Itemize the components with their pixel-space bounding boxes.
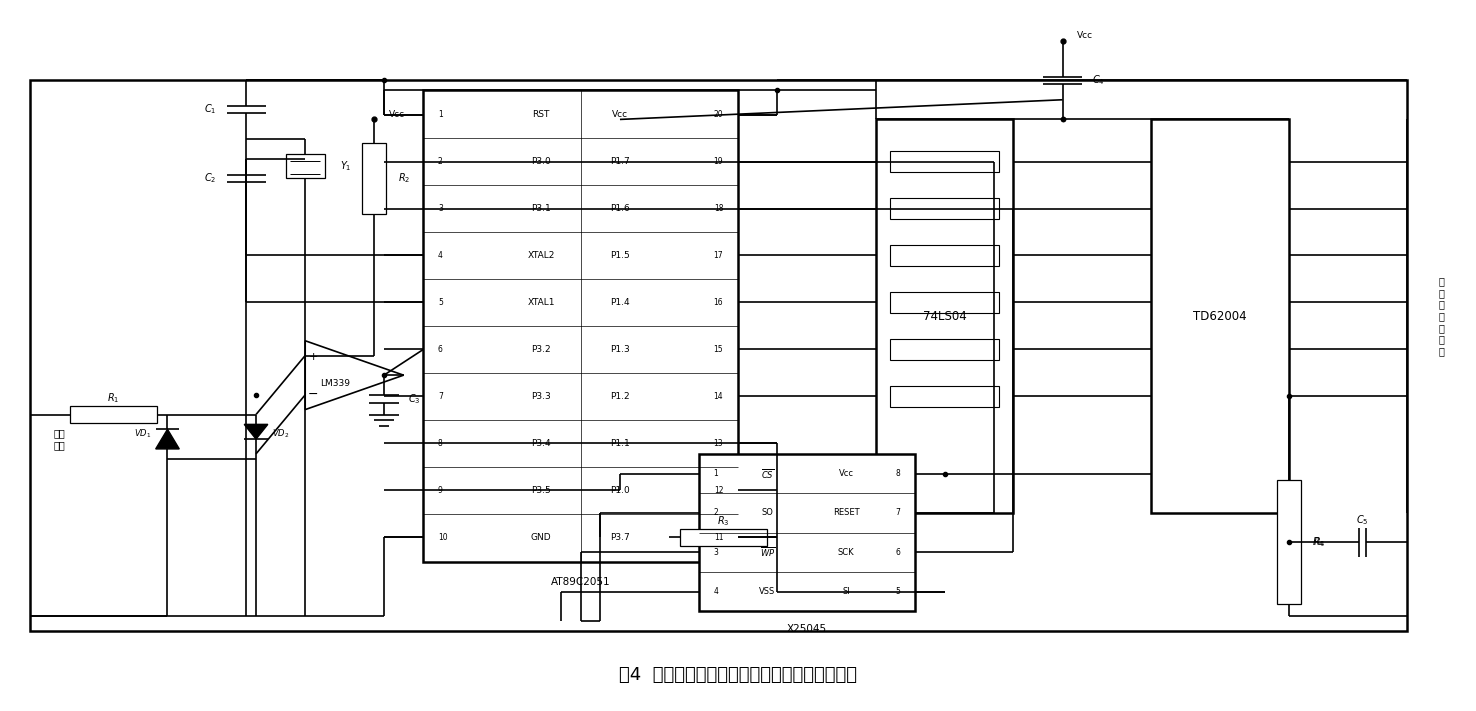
Text: $R_4$: $R_4$	[1312, 535, 1325, 550]
Text: 10: 10	[438, 533, 447, 542]
Text: P3.4: P3.4	[531, 439, 551, 448]
Text: 2: 2	[713, 508, 719, 518]
Text: 5: 5	[896, 587, 900, 596]
Text: $Y_1$: $Y_1$	[339, 159, 351, 173]
Text: X25045: X25045	[787, 624, 827, 634]
Text: P3.0: P3.0	[531, 157, 551, 166]
Text: Vcc: Vcc	[838, 469, 853, 478]
Text: 14: 14	[713, 392, 723, 401]
Text: P1.7: P1.7	[610, 157, 630, 166]
Text: 13: 13	[713, 439, 723, 448]
Bar	[890, 292, 999, 314]
Text: $R_2$: $R_2$	[397, 171, 410, 186]
Text: TD62004: TD62004	[1193, 310, 1247, 323]
Text: 3: 3	[713, 547, 719, 557]
Text: +: +	[308, 353, 317, 363]
Text: 8: 8	[896, 469, 900, 478]
Text: Vcc: Vcc	[388, 110, 404, 119]
Text: RESET: RESET	[832, 508, 859, 518]
Bar	[890, 245, 999, 267]
Text: $VD_2$: $VD_2$	[272, 428, 289, 440]
Text: 图4  单片机控制的移相触发脉冲控制硬件电路图: 图4 单片机控制的移相触发脉冲控制硬件电路图	[618, 666, 858, 684]
Bar	[698, 454, 915, 611]
Text: $VD_1$: $VD_1$	[134, 428, 152, 440]
Bar	[890, 151, 999, 172]
Text: P3.7: P3.7	[610, 533, 630, 542]
Text: 9: 9	[438, 486, 443, 495]
Text: 8: 8	[438, 439, 443, 448]
Text: SI: SI	[843, 587, 850, 596]
Text: 3: 3	[438, 204, 443, 213]
Bar	[69, 406, 156, 423]
Bar	[875, 119, 1014, 513]
Text: 12: 12	[714, 486, 723, 495]
Text: $C_5$: $C_5$	[1356, 513, 1368, 527]
Text: 同步
信号: 同步 信号	[53, 428, 65, 450]
Text: $R_3$: $R_3$	[717, 514, 729, 528]
Bar	[1151, 119, 1289, 513]
Bar	[680, 528, 766, 546]
Text: P3.1: P3.1	[531, 204, 551, 213]
Bar	[1277, 481, 1300, 604]
Bar	[424, 90, 738, 562]
Text: Vcc: Vcc	[1077, 31, 1094, 41]
Bar	[890, 338, 999, 360]
Text: 4: 4	[438, 251, 443, 260]
Text: $C_2$: $C_2$	[204, 171, 217, 186]
Text: 11: 11	[714, 533, 723, 542]
Text: AT89C2051: AT89C2051	[551, 577, 611, 587]
Polygon shape	[244, 424, 267, 439]
Text: 17: 17	[713, 251, 723, 260]
Text: −: −	[308, 388, 319, 401]
Text: XTAL1: XTAL1	[527, 298, 555, 307]
Text: P1.0: P1.0	[610, 486, 630, 495]
Text: P1.1: P1.1	[610, 439, 630, 448]
Bar	[890, 198, 999, 219]
Text: $C_4$: $C_4$	[1092, 73, 1106, 87]
Text: 19: 19	[713, 157, 723, 166]
Bar	[890, 385, 999, 407]
Text: P1.6: P1.6	[610, 204, 630, 213]
Text: RST: RST	[533, 110, 551, 119]
Text: P1.2: P1.2	[610, 392, 630, 401]
Text: XTAL2: XTAL2	[527, 251, 555, 260]
Text: VSS: VSS	[759, 587, 775, 596]
Text: $C_1$: $C_1$	[204, 102, 217, 117]
Text: $R_4$: $R_4$	[1314, 535, 1325, 550]
Text: $\overline{CS}$: $\overline{CS}$	[762, 466, 773, 481]
Text: 74LS04: 74LS04	[922, 310, 967, 323]
Text: 16: 16	[713, 298, 723, 307]
Bar	[285, 154, 325, 178]
Text: SO: SO	[762, 508, 773, 518]
Bar	[30, 80, 1407, 631]
Text: 4: 4	[713, 587, 719, 596]
Text: 连
接
脉
冲
变
压
器: 连 接 脉 冲 变 压 器	[1439, 277, 1444, 356]
Text: Vcc: Vcc	[613, 110, 627, 119]
Text: 7: 7	[896, 508, 900, 518]
Text: 5: 5	[438, 298, 443, 307]
Text: 18: 18	[714, 204, 723, 213]
Text: 15: 15	[713, 345, 723, 354]
Text: 1: 1	[438, 110, 443, 119]
Text: P1.4: P1.4	[610, 298, 630, 307]
Text: P3.5: P3.5	[531, 486, 551, 495]
Text: 2: 2	[438, 157, 443, 166]
Text: 7: 7	[438, 392, 443, 401]
Text: 6: 6	[896, 547, 900, 557]
Text: P3.2: P3.2	[531, 345, 551, 354]
Text: P3.3: P3.3	[531, 392, 551, 401]
Bar	[362, 143, 385, 214]
Text: 6: 6	[438, 345, 443, 354]
Polygon shape	[155, 429, 179, 449]
Text: 1: 1	[713, 469, 719, 478]
Text: LM339: LM339	[320, 378, 350, 387]
Text: P1.5: P1.5	[610, 251, 630, 260]
Text: $\overline{WP}$: $\overline{WP}$	[760, 545, 775, 560]
Text: GND: GND	[531, 533, 552, 542]
Text: $C_3$: $C_3$	[409, 392, 421, 406]
Text: P1.3: P1.3	[610, 345, 630, 354]
Text: 20: 20	[713, 110, 723, 119]
Text: $R_1$: $R_1$	[108, 391, 120, 405]
Text: SCK: SCK	[838, 547, 855, 557]
